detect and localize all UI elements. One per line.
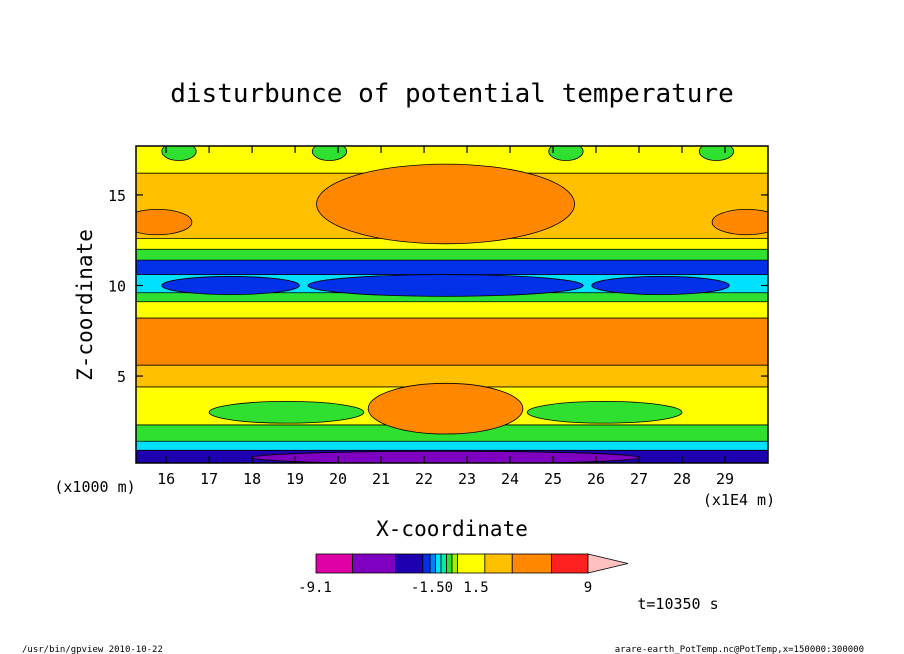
x-tick-label: 26 xyxy=(587,470,605,488)
colorbar xyxy=(315,553,629,574)
colorbar-label-neg: -1.50 xyxy=(411,580,453,596)
contour-region xyxy=(311,146,348,161)
contour-region xyxy=(208,401,365,424)
colorbar-label-max: 9 xyxy=(584,580,592,596)
x-tick-label: 22 xyxy=(415,470,433,488)
x-tick-label: 24 xyxy=(501,470,519,488)
x-tick-label: 28 xyxy=(673,470,691,488)
contour-band xyxy=(136,292,768,302)
x-tick-label: 19 xyxy=(286,470,304,488)
x-axis-label: X-coordinate xyxy=(376,517,528,541)
y-unit-label: (x1000 m) xyxy=(54,478,135,496)
colorbar-segment xyxy=(395,553,424,574)
colorbar-segment xyxy=(352,553,396,574)
x-tick-label: 20 xyxy=(329,470,347,488)
contour-band xyxy=(136,260,768,275)
y-tick-label: 15 xyxy=(108,187,126,205)
colorbar-segment xyxy=(446,553,453,574)
contour-region xyxy=(316,163,575,245)
contour-region xyxy=(307,274,584,297)
x-tick-label: 16 xyxy=(157,470,175,488)
contour-region xyxy=(698,146,735,161)
contour-band xyxy=(136,249,768,261)
colorbar-arrow xyxy=(587,553,629,574)
contour-band xyxy=(136,365,768,387)
x-tick-label: 25 xyxy=(544,470,562,488)
colorbar-segment xyxy=(435,553,442,574)
time-label: t=10350 s xyxy=(637,595,718,613)
chart-title: disturbunce of potential temperature xyxy=(170,79,734,109)
y-tick-label: 5 xyxy=(117,368,126,386)
colorbar-segment xyxy=(315,553,353,574)
contour-region xyxy=(548,146,584,161)
colorbar-segment xyxy=(429,553,436,574)
contour-region xyxy=(367,382,524,435)
colorbar-segment xyxy=(457,553,486,574)
colorbar-segment xyxy=(422,553,431,574)
colorbar-segment xyxy=(551,553,589,574)
program-label: /usr/bin/gpview 2010-10-22 xyxy=(22,645,163,654)
x-tick-label: 17 xyxy=(200,470,218,488)
contour-region xyxy=(161,276,300,295)
contour-band xyxy=(136,318,768,366)
contour-region xyxy=(136,209,193,236)
axis-ticks: 16 17 18 19 20 21 22 23 24 25 26 27 28 29 5 10 15 xyxy=(108,146,768,488)
colorbar-segment xyxy=(451,553,458,574)
x-tick-label: 29 xyxy=(716,470,734,488)
x-tick-label: 23 xyxy=(458,470,476,488)
y-tick-label: 10 xyxy=(108,277,126,295)
colorbar-segment xyxy=(511,553,552,574)
colorbar-label-pos: 1.5 xyxy=(463,580,488,596)
contour-region xyxy=(591,276,730,295)
plot-frame xyxy=(135,145,769,464)
contour-region xyxy=(526,401,683,424)
colorbar-segment xyxy=(484,553,513,574)
contour-region xyxy=(251,450,640,463)
contour-region xyxy=(161,146,197,161)
colorbar-label-min: -9.1 xyxy=(298,580,332,596)
x-tick-label: 27 xyxy=(630,470,648,488)
contour-band xyxy=(136,441,768,451)
y-axis-label: Z-coordinate xyxy=(73,229,97,381)
plot-area xyxy=(136,146,768,463)
source-label: arare-earth_PotTemp.nc@PotTemp,x=150000:… xyxy=(615,645,864,654)
x-tick-label: 18 xyxy=(243,470,261,488)
x-tick-label: 21 xyxy=(372,470,390,488)
colorbar-segment xyxy=(440,553,447,574)
contour-region xyxy=(711,209,768,236)
x-unit-label: (x1E4 m) xyxy=(703,491,775,509)
contour-band xyxy=(136,301,768,319)
